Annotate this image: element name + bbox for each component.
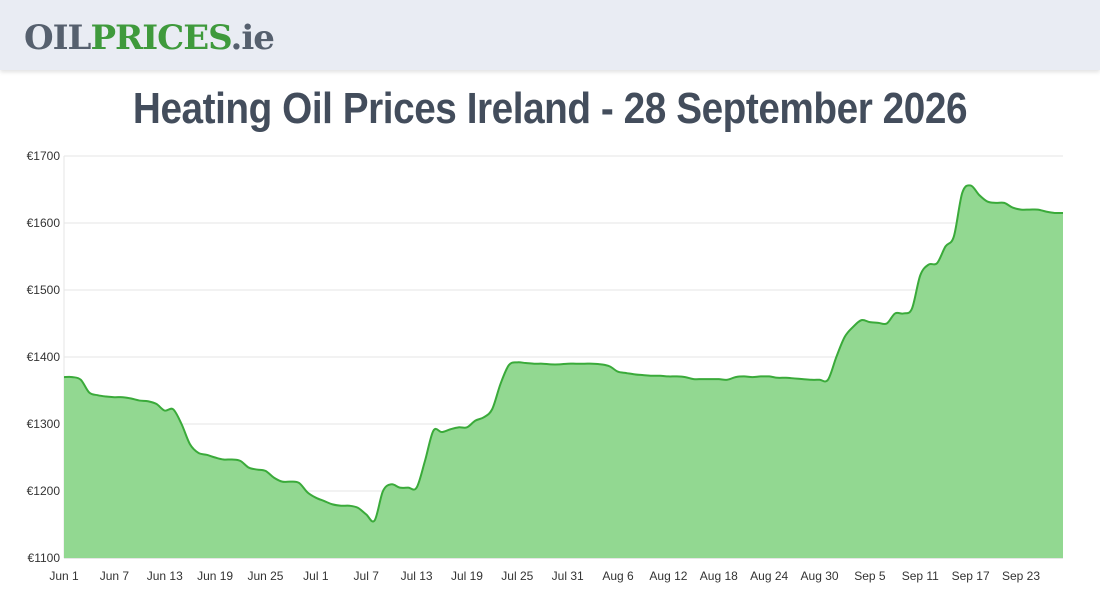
x-tick-label: Jun 7 — [100, 569, 130, 583]
x-tick-label: Sep 23 — [1002, 569, 1040, 583]
logo-text-prices: PRICES — [90, 18, 231, 58]
x-tick-label: Aug 18 — [700, 569, 738, 583]
x-tick-label: Jul 13 — [401, 569, 433, 583]
x-tick-label: Jul 31 — [552, 569, 584, 583]
price-area-fill — [64, 185, 1063, 558]
chart-area-layer — [63, 184, 1064, 558]
x-tick-label: Jul 25 — [501, 569, 533, 583]
y-tick-label: €1400 — [27, 350, 61, 364]
x-tick-label: Jul 7 — [354, 569, 380, 583]
x-tick-label: Jun 19 — [197, 569, 233, 583]
x-tick-label: Aug 30 — [801, 569, 839, 583]
x-tick-label: Jul 19 — [451, 569, 483, 583]
price-line — [63, 184, 1064, 523]
y-axis: €1700 €1600 €1500 €1400 €1300 €1200 €1100 — [27, 149, 61, 565]
x-tick-label: Jun 25 — [247, 569, 283, 583]
y-tick-label: €1600 — [27, 216, 61, 230]
y-tick-label: €1300 — [27, 417, 61, 431]
x-tick-label: Aug 6 — [602, 569, 634, 583]
y-tick-label: €1200 — [27, 484, 61, 498]
y-tick-label: €1500 — [27, 283, 61, 297]
x-axis: Jun 1 Jun 7 Jun 13 Jun 19 Jun 25 Jul 1 Jul 7 Ju… — [49, 569, 1040, 583]
x-tick-label: Aug 12 — [649, 569, 687, 583]
page-title: Heating Oil Prices Ireland - 28 Septembe… — [132, 84, 968, 133]
x-tick-label: Jun 13 — [147, 569, 183, 583]
x-tick-label: Sep 17 — [952, 569, 990, 583]
x-tick-label: Jun 1 — [49, 569, 79, 583]
x-tick-label: Aug 24 — [750, 569, 788, 583]
site-logo[interactable]: OILPRICES.ie — [24, 14, 275, 62]
logo-text-ie: .ie — [230, 18, 274, 58]
site-header: OILPRICES.ie — [0, 0, 1100, 70]
y-tick-label: €1100 — [28, 551, 61, 565]
x-tick-label: Jul 1 — [303, 569, 329, 583]
logo-text-oil: OIL — [24, 18, 91, 58]
x-tick-label: Sep 5 — [854, 569, 886, 583]
x-tick-label: Sep 11 — [902, 569, 939, 583]
y-tick-label: €1700 — [27, 149, 61, 163]
